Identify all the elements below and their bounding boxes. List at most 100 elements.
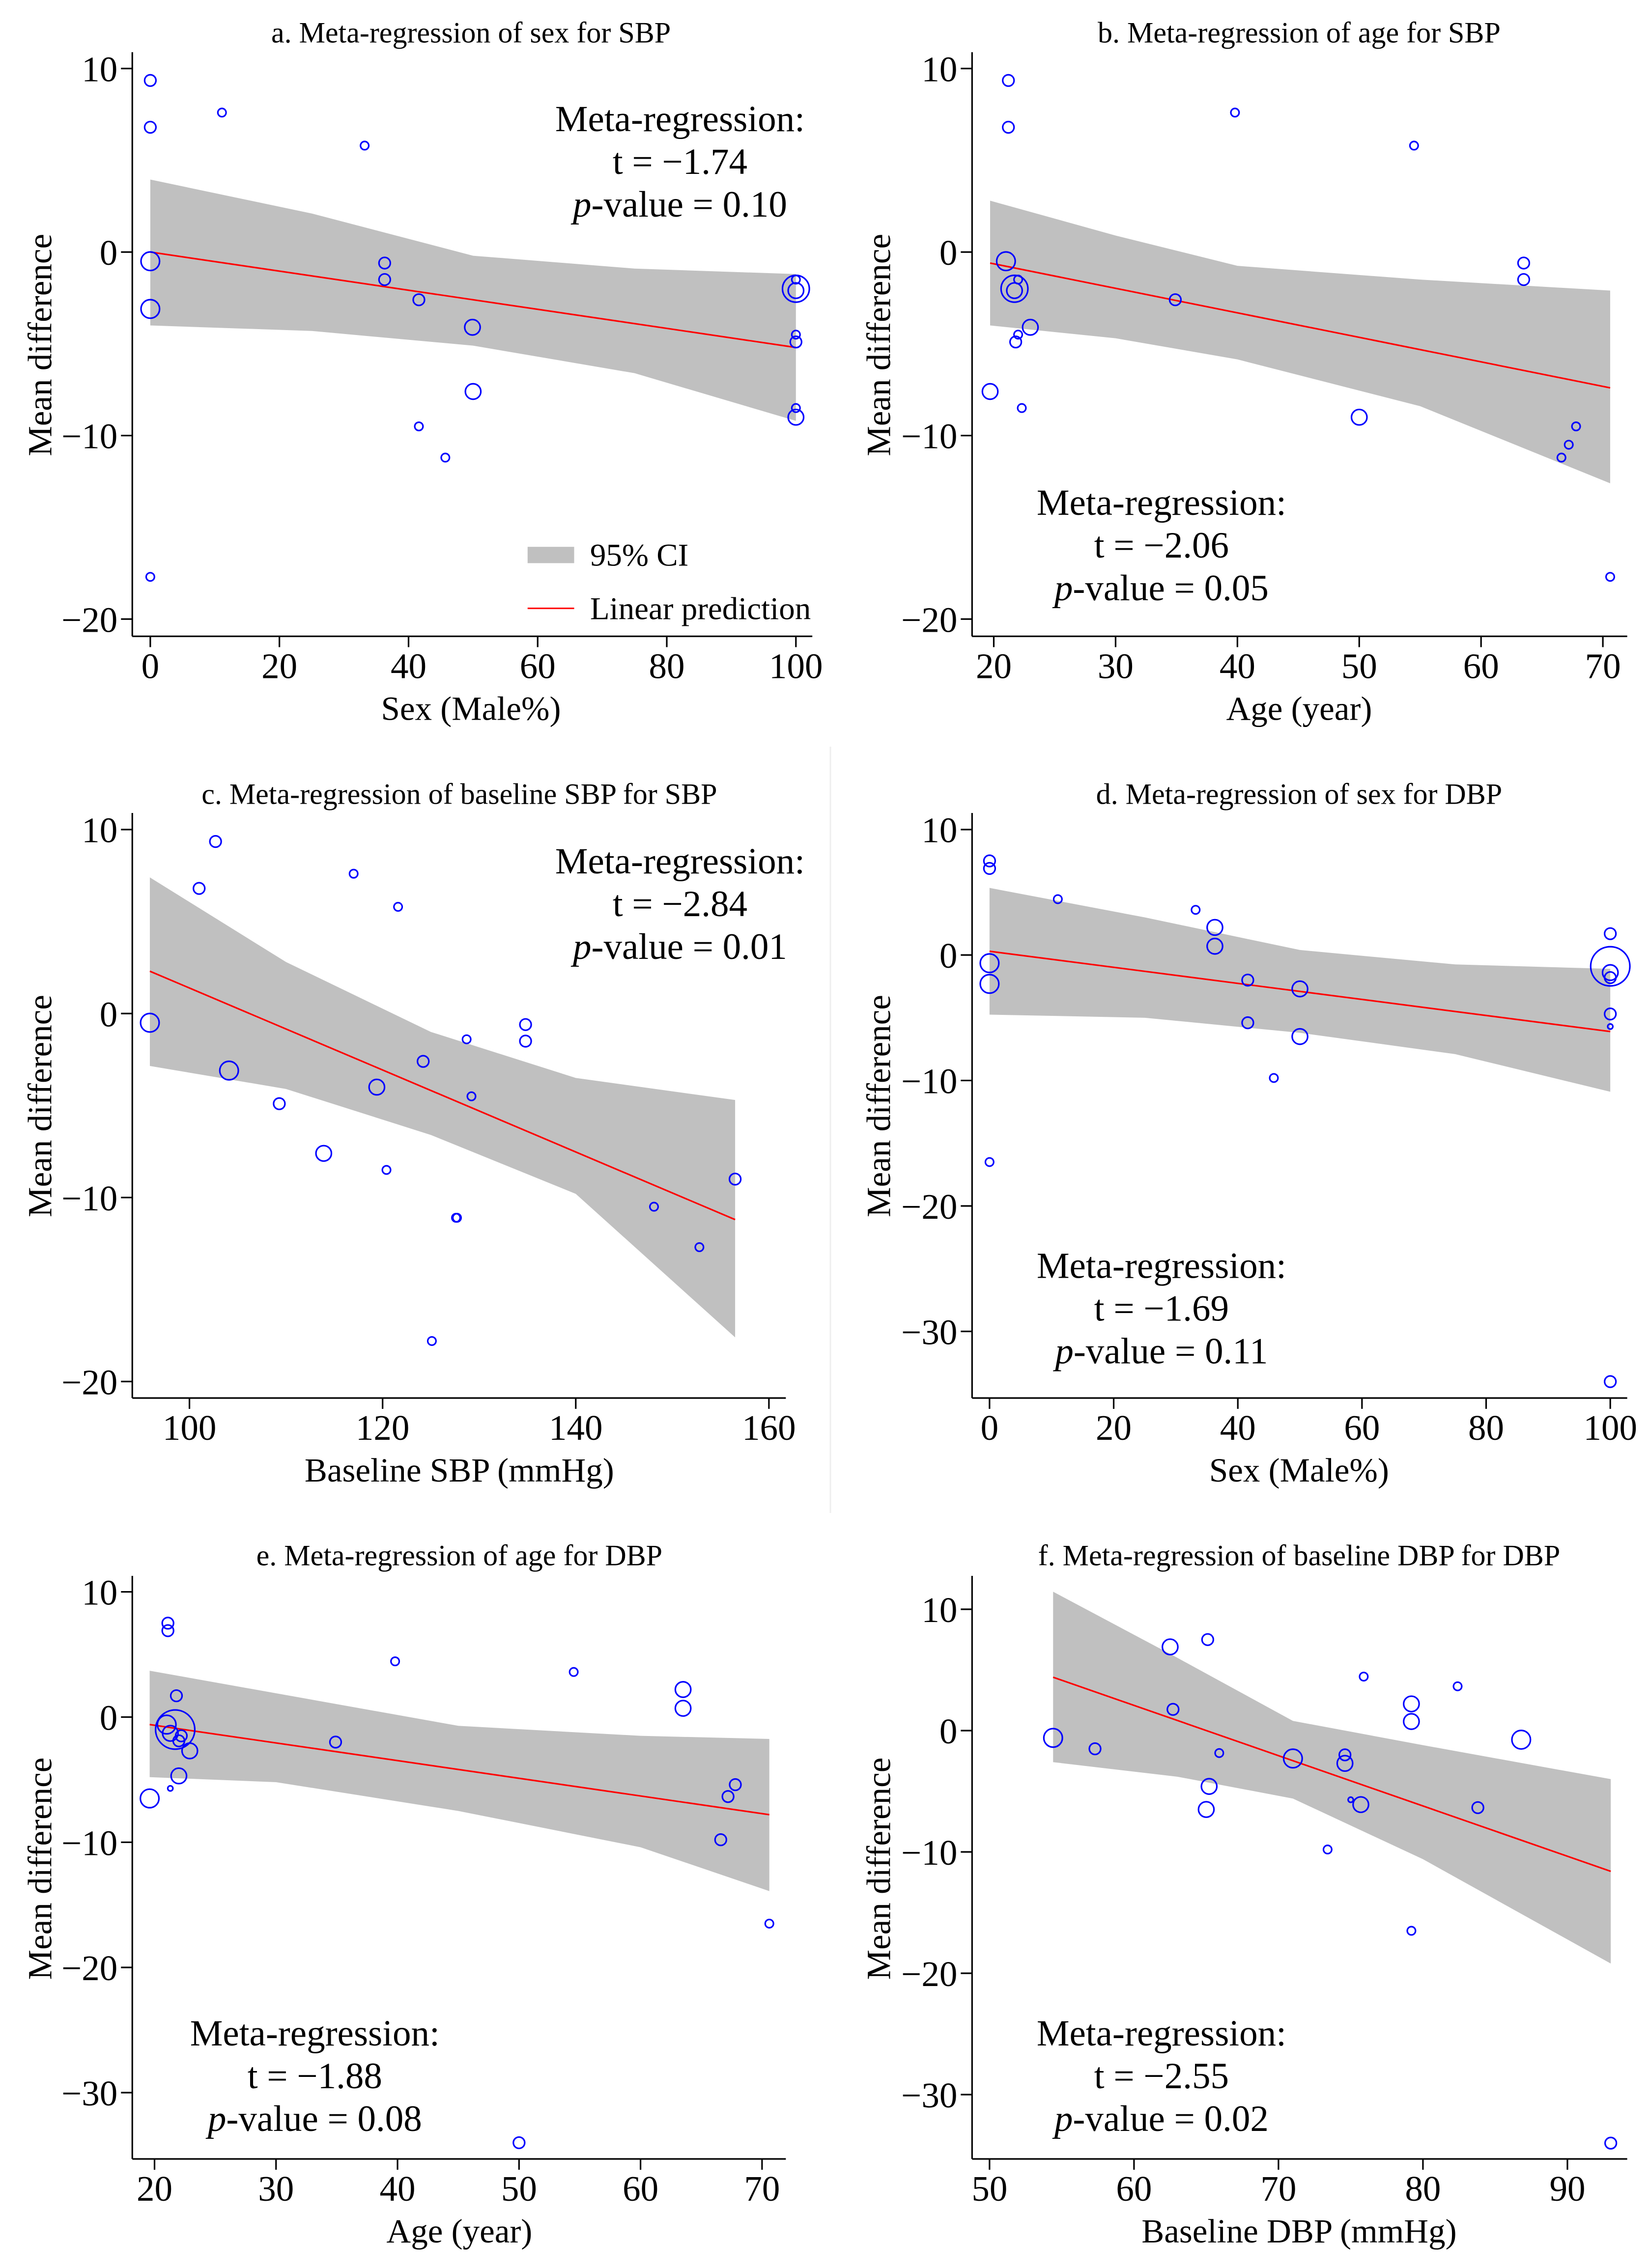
data-point	[209, 835, 222, 848]
data-point	[1556, 452, 1566, 463]
x-tick-label: 100	[163, 1408, 217, 1448]
data-point	[1191, 905, 1201, 915]
y-tick-label: −10	[61, 1823, 117, 1863]
annotation-heading: Meta-regression:	[1037, 2013, 1286, 2054]
data-point	[1517, 273, 1531, 286]
y-tick-label: 10	[82, 811, 117, 850]
data-point	[143, 120, 157, 134]
data-point	[1517, 256, 1531, 270]
annotation-t-statistic: t = −1.74	[613, 141, 747, 182]
ci-band	[1053, 1592, 1611, 1964]
y-tick-label: −10	[901, 1062, 957, 1101]
data-point	[1088, 1742, 1102, 1756]
data-point	[1604, 927, 1617, 940]
x-axis-label: Sex (Male%)	[1209, 1452, 1389, 1489]
data-point	[1607, 1023, 1614, 1030]
data-point	[1206, 937, 1223, 955]
chart-panel: 20 30 40 50 60 70 10 0 −10 −20 b. Meta-regression …	[860, 16, 1627, 727]
annotation-heading: Meta-regression:	[1037, 1246, 1286, 1287]
data-point	[1017, 403, 1027, 413]
data-point	[1604, 2136, 1618, 2150]
y-tick-label: 0	[100, 233, 118, 273]
annotation-p-value: p-value = 0.11	[1052, 1331, 1268, 1372]
y-axis-label: Mean difference	[860, 1758, 897, 1980]
data-point	[512, 2136, 526, 2150]
legend-line-label: Linear prediction	[590, 591, 811, 626]
chart-title: b. Meta-regression of age for SBP	[1098, 16, 1501, 49]
x-tick-label: 30	[1098, 646, 1134, 686]
data-point	[979, 974, 1000, 994]
data-point	[1162, 1638, 1179, 1655]
data-point	[1241, 974, 1254, 987]
x-tick-label: 140	[549, 1408, 603, 1448]
x-tick-label: 50	[1341, 646, 1377, 686]
data-point	[1241, 1016, 1254, 1030]
data-point	[161, 1624, 174, 1637]
ci-band	[149, 1671, 769, 1891]
p-italic: p	[570, 184, 592, 225]
data-point	[1197, 1801, 1215, 1818]
data-point	[789, 336, 802, 349]
y-tick-label: −20	[901, 600, 957, 640]
data-point	[1291, 1028, 1308, 1045]
data-point	[649, 1202, 659, 1212]
x-tick-label: 80	[1468, 1408, 1504, 1448]
data-point	[1605, 572, 1615, 582]
data-point	[390, 1656, 400, 1667]
data-point	[1590, 946, 1631, 987]
data-point	[1452, 1681, 1463, 1691]
data-point	[167, 1785, 174, 1792]
data-point	[519, 1018, 532, 1031]
y-tick-label: −30	[901, 1312, 957, 1352]
annotation-p-value: p-value = 0.02	[1052, 2099, 1269, 2139]
data-point	[140, 1012, 160, 1033]
data-point	[979, 953, 1000, 974]
data-point	[714, 1833, 727, 1847]
data-point	[1403, 1695, 1420, 1713]
x-tick-label: 80	[649, 646, 685, 686]
data-point	[694, 1242, 705, 1252]
x-tick-label: 30	[258, 2169, 294, 2209]
data-point	[393, 902, 403, 912]
chart-title: c. Meta-regression of baseline SBP for S…	[201, 778, 717, 811]
data-point	[569, 1667, 579, 1677]
data-point	[1013, 330, 1024, 340]
x-axis-label: Baseline SBP (mmHg)	[305, 1452, 614, 1489]
y-tick-label: −10	[901, 417, 957, 456]
data-point	[1406, 1926, 1417, 1936]
data-point	[1269, 1073, 1279, 1083]
data-point	[791, 330, 801, 340]
annotation-heading: Meta-regression:	[190, 2013, 440, 2054]
data-point	[983, 862, 996, 875]
data-point	[791, 403, 801, 413]
data-point	[368, 1078, 386, 1096]
data-point	[219, 1060, 239, 1081]
x-tick-label: 50	[971, 2169, 1007, 2209]
annotation-p-value: p-value = 0.01	[570, 926, 787, 967]
x-axis-label: Sex (Male%)	[381, 690, 561, 727]
x-tick-label: 40	[391, 646, 426, 686]
data-point	[461, 1034, 472, 1044]
data-point	[145, 572, 155, 582]
data-point	[1214, 1748, 1224, 1758]
data-point	[1043, 1728, 1063, 1748]
y-tick-label: −20	[61, 1362, 117, 1402]
y-tick-label: −20	[61, 1948, 117, 1988]
p-italic: p	[1052, 1331, 1074, 1372]
x-tick-label: 40	[1220, 1408, 1256, 1448]
annotation-heading: Meta-regression:	[1037, 482, 1286, 523]
y-tick-label: −30	[901, 2075, 957, 2115]
data-point	[1291, 980, 1308, 998]
p-italic: p	[570, 926, 592, 967]
x-tick-label: 120	[356, 1408, 410, 1448]
data-point	[1564, 440, 1574, 450]
data-point	[426, 1336, 437, 1346]
data-point	[172, 1734, 186, 1747]
data-point	[1338, 1748, 1352, 1762]
annotation-heading: Meta-regression:	[555, 99, 805, 140]
data-point	[273, 1097, 286, 1110]
data-point	[1409, 140, 1419, 151]
data-point	[464, 383, 482, 400]
